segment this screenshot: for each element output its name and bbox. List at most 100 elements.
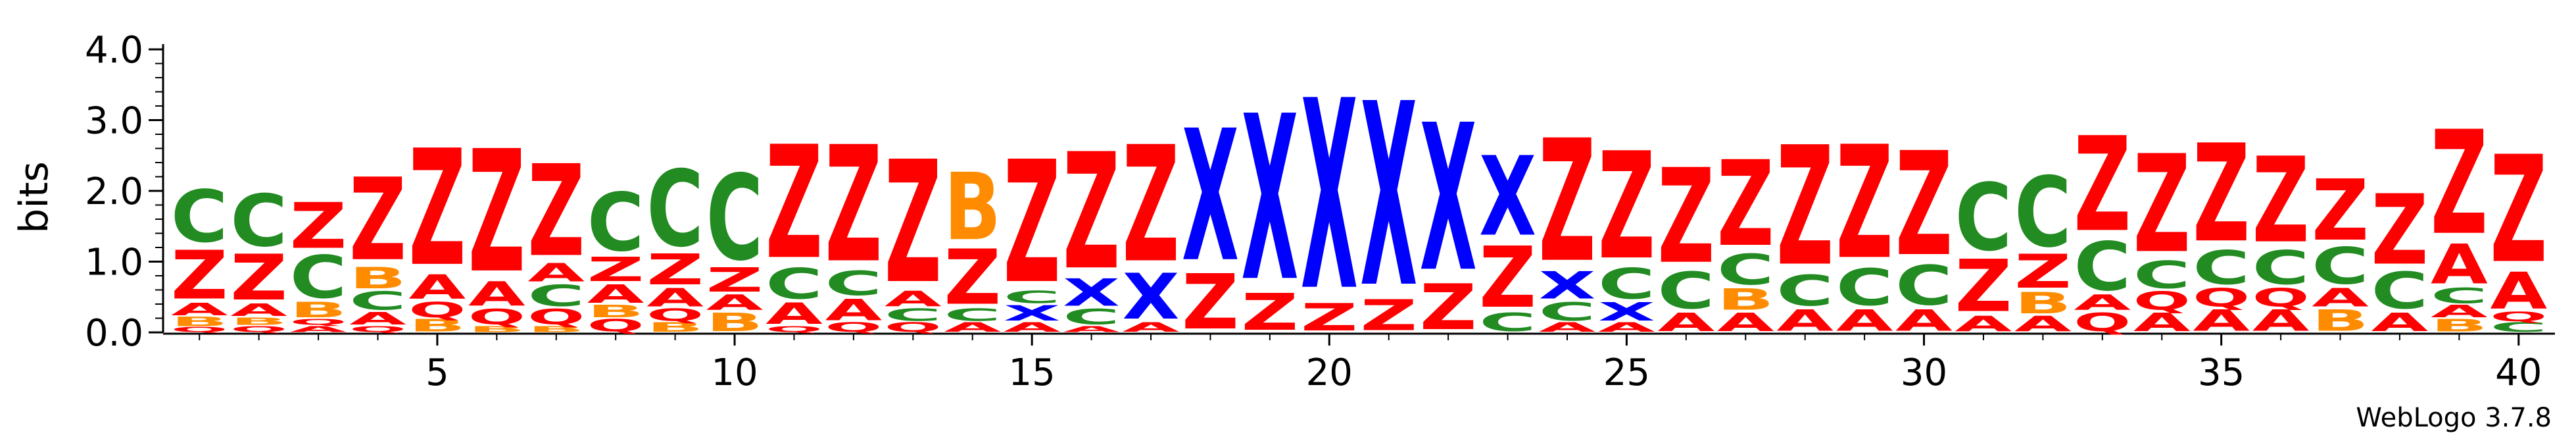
logo-letter-c: C [2431, 284, 2488, 308]
y-tick-label: 2.0 [85, 170, 143, 213]
logo-column-23: CZX [1479, 134, 1536, 337]
logo-column-17: AXZ [1123, 113, 1180, 334]
logo-letter-c: C [2490, 320, 2547, 334]
logo-letter-q: Q [468, 305, 525, 329]
logo-letter-x: X [1241, 68, 1298, 332]
logo-letter-q: Q [230, 324, 287, 334]
logo-letter-z: Z [1479, 229, 1536, 327]
logo-letter-b: B [2431, 316, 2488, 336]
logo-letter-a: A [1895, 304, 1953, 338]
logo-letter-c: C [2371, 263, 2429, 321]
logo-letter-a: A [2193, 304, 2250, 338]
logo-letter-a: A [409, 267, 466, 307]
logo-letter-z: Z [587, 250, 644, 289]
logo-letter-z: Z [2312, 162, 2369, 260]
logo-letter-z: Z [1301, 296, 1358, 340]
x-tick-label: 25 [1603, 351, 1650, 394]
logo-letter-x: X [1539, 264, 1596, 308]
x-tick-label: 20 [1306, 351, 1353, 394]
logo-letter-a: A [1955, 312, 2012, 336]
logo-letter-a: A [1598, 320, 1655, 334]
y-tick-label: 1.0 [85, 242, 143, 284]
logo-letter-z: Z [706, 261, 764, 299]
logo-letter-c: C [587, 177, 644, 270]
logo-letter-c: C [1836, 259, 1893, 317]
logo-letter-z: Z [1123, 113, 1180, 299]
logo-letter-q: Q [2133, 286, 2191, 316]
logo-letter-a: A [349, 309, 406, 328]
logo-letter-a: A [885, 287, 942, 311]
logo-letter-x: X [1360, 50, 1417, 344]
logo-letter-z: Z [2193, 116, 2250, 272]
logo-letter-a: A [2074, 291, 2131, 315]
logo-column-22: ZX [1420, 82, 1477, 344]
logo-letter-b: B [587, 302, 644, 322]
logo-letter-x: X [1063, 271, 1120, 315]
logo-letter-z: Z [527, 138, 585, 285]
logo-column-26: ACZ [1657, 141, 1714, 337]
logo-letter-a: A [646, 283, 704, 313]
logo-letter-z: Z [646, 245, 704, 295]
logo-letter-z: Z [885, 126, 942, 321]
logo-letter-c: C [1657, 263, 1714, 321]
logo-letter-c: C [2252, 241, 2310, 295]
logo-letter-c: C [2312, 238, 2369, 296]
logo-letter-b: B [2014, 286, 2072, 321]
logo-letter-a: A [1539, 320, 1596, 334]
logo-letter-a: A [825, 294, 882, 328]
logo-letter-c: C [349, 286, 406, 316]
logo-column-28: ACZ [1776, 113, 1834, 338]
logo-letter-a: A [1004, 320, 1061, 334]
logo-letter-z: Z [290, 189, 347, 263]
logo-letter-q: Q [290, 317, 347, 327]
logo-letter-a: A [706, 291, 764, 315]
logo-letter-z: Z [1182, 258, 1239, 346]
logo-letter-q: Q [2193, 283, 2250, 313]
logo-letter-a: A [2431, 302, 2488, 321]
logo-letter-x: X [1598, 297, 1655, 326]
logo-letter-q: Q [409, 297, 466, 322]
logo-letter-c: C [1598, 260, 1655, 309]
logo-letter-b: B [468, 324, 525, 334]
logo-letter-a: A [2312, 283, 2369, 313]
logo-letter-c: C [944, 305, 1001, 325]
logo-letter-c: C [1539, 297, 1596, 326]
logo-letter-c: C [2074, 228, 2131, 306]
logo-letter-c: C [885, 305, 942, 325]
logo-letter-c: C [290, 243, 347, 311]
logo-letter-a: A [527, 258, 585, 288]
logo-letter-z: Z [349, 154, 406, 286]
logo-letter-c: C [1776, 267, 1834, 316]
logo-letter-z: Z [1004, 126, 1061, 321]
logo-letter-a: A [2133, 307, 2191, 337]
logo-column-29: ACZ [1836, 113, 1893, 338]
logo-letter-c: C [2193, 241, 2250, 295]
logo-letter-z: Z [2431, 101, 2488, 267]
logo-letter-c: C [825, 264, 882, 303]
y-axis: 0.0 1.0 2.0 3.0 4.0 [85, 29, 164, 355]
logo-letter-a: A [587, 279, 644, 309]
logo-column-38: ACZ [2371, 174, 2429, 338]
logo-letter-a: A [1717, 307, 1774, 337]
logo-letter-z: Z [1241, 283, 1298, 342]
logo-letter-z: Z [1895, 122, 1953, 288]
logo-letter-c: C [527, 279, 585, 313]
logo-letter-q: Q [766, 324, 823, 334]
logo-letter-a: A [171, 300, 228, 319]
logo-letter-q: Q [825, 321, 882, 335]
logo-letter-x: X [1420, 82, 1477, 317]
logo-letter-q: Q [2252, 283, 2310, 313]
logo-column-18: ZX [1182, 92, 1239, 346]
